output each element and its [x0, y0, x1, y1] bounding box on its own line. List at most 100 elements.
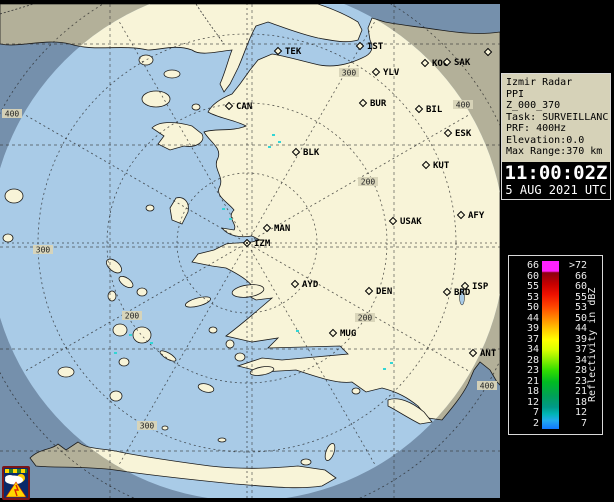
colorbar-left-labels: 66 60 55 53 50 44 39 37 34 28 23 21 18 12 7 2 — [513, 260, 539, 429]
ring-label: 400 — [453, 100, 473, 110]
city-marker-tek: TEK — [273, 46, 302, 57]
colorbar-row-left: 12 — [526, 396, 539, 408]
city-marker-den: DEN — [364, 286, 392, 297]
colorbar-row-right: 7 — [580, 417, 587, 429]
info-line: PPI — [506, 88, 525, 100]
ring-label: 200 — [122, 311, 142, 321]
svg-text:200: 200 — [361, 178, 376, 187]
echo-speck — [222, 208, 225, 210]
city-label: USAK — [400, 217, 422, 227]
city-marker-sak: SAK — [442, 57, 471, 68]
ring-label: 300 — [33, 245, 53, 255]
radar-echoes — [114, 134, 393, 370]
city-marker-ylv: YLV — [371, 67, 400, 78]
colorbar-row-right: 50 — [574, 312, 587, 324]
city-label: IST — [367, 42, 384, 52]
top-strip — [0, 0, 500, 4]
svg-text:300: 300 — [342, 69, 357, 78]
city-marker-ist: IST — [355, 41, 384, 52]
radar-map: 400 300 300 400 200 200 400 200 300 TEK IST KOC SAK… — [0, 0, 500, 502]
ring-label: 400 — [2, 109, 22, 119]
echo-speck — [268, 146, 271, 148]
city-label: SAK — [454, 58, 471, 68]
colorbar-row-right: 34 — [574, 354, 587, 366]
city-marker-ant: ANT — [468, 348, 497, 359]
colorbar-row-left: 37 — [526, 333, 539, 345]
ring-label: 200 — [355, 313, 375, 323]
bottom-strip — [0, 498, 500, 502]
colorbar-row-right: 55 — [574, 291, 587, 303]
city-label: CAN — [236, 102, 252, 112]
city-label: ANT — [480, 349, 497, 359]
country-borders — [0, 4, 225, 45]
azimuth-spokes — [0, 4, 500, 498]
radar-info-lines: Izmir Radar PPI Z_000_370 Task: SURVEILLANC… — [502, 74, 610, 162]
radar-range-circle — [0, 4, 500, 498]
colorbar-row-left: 55 — [526, 281, 539, 292]
svg-text:400: 400 — [480, 382, 495, 391]
info-line: Elevation:0.0 — [506, 134, 585, 146]
city-marker-blk: BLK — [291, 147, 320, 158]
colorbar-row-right: 66 — [574, 270, 587, 282]
echo-speck — [229, 218, 232, 220]
colorbar-axis-label: Reflectivity in dBZ — [587, 287, 598, 403]
ring-label: 400 — [477, 381, 497, 391]
city-label: KOC — [432, 59, 448, 69]
city-marker — [483, 47, 493, 57]
city-label: KUT — [433, 161, 450, 171]
svg-text:200: 200 — [125, 312, 140, 321]
city-marker-bur: BUR — [358, 98, 387, 109]
time-block: 11:00:02Z 5 AUG 2021 UTC — [502, 161, 610, 199]
colorbar-row-right: 60 — [574, 281, 587, 292]
colorbar-row-right: 12 — [574, 407, 587, 418]
colorbar-row-right: 18 — [574, 396, 587, 408]
city-marker-can: CAN — [224, 101, 252, 112]
city-marker-mug: MUG — [328, 328, 356, 339]
svg-text:200: 200 — [358, 314, 373, 323]
colorbar-row-left: 21 — [526, 375, 539, 387]
ring-distance-labels: 400 300 300 400 200 200 400 200 300 — [2, 68, 497, 431]
city-label: DEN — [376, 287, 392, 297]
svg-text:400: 400 — [456, 101, 471, 110]
city-label: BLK — [303, 148, 320, 158]
city-marker-afy: AFY — [456, 210, 485, 221]
city-label: AFY — [468, 211, 485, 221]
echo-speck — [129, 334, 132, 336]
colorbar-row-right: >72 — [568, 260, 587, 271]
colorbar-row-left: 66 — [526, 260, 539, 271]
colorbar-row-left: 50 — [526, 302, 539, 313]
info-line: PRF: 400Hz — [506, 123, 567, 134]
colorbar-row-left: 18 — [526, 386, 539, 397]
city-marker-esk: ESK — [443, 128, 472, 139]
colorbar-row-left: 2 — [532, 417, 539, 429]
city-label: MUG — [340, 329, 356, 339]
scan-date: 5 AUG 2021 UTC — [505, 182, 607, 197]
colorbar-row-left: 60 — [526, 270, 539, 282]
city-marker-isp: ISP — [460, 281, 489, 292]
city-label: BUR — [370, 99, 387, 109]
echo-speck — [296, 330, 299, 332]
city-marker-usak: USAK — [388, 216, 422, 227]
colorbar-row-right: 44 — [574, 323, 587, 334]
colorbar-row-right: 28 — [574, 365, 587, 376]
met-service-logo-icon — [2, 466, 30, 500]
ring-label: 300 — [137, 421, 157, 431]
city-label: BRD — [454, 288, 471, 298]
colorbar-row-right: 37 — [574, 344, 587, 355]
city-label: MAN — [274, 224, 290, 234]
colorbar-row-right: 23 — [574, 375, 587, 387]
radar-map-area: 400 300 300 400 200 200 400 200 300 TEK IST KOC SAK… — [0, 0, 500, 502]
svg-text:300: 300 — [36, 246, 51, 255]
reflectivity-legend: 66 60 55 53 50 44 39 37 34 28 23 21 18 12 7 2 >72 66 60 55… — [508, 255, 603, 435]
echo-speck — [114, 352, 117, 354]
city-markers: TEK IST KOC SAK YLV CAN BUR BIL ESK BLK KUT MAN USAK… — [224, 41, 497, 359]
svg-text:400: 400 — [5, 110, 20, 119]
colorbar-gradient — [542, 261, 559, 429]
city-marker-man: MAN — [262, 223, 290, 234]
colorbar-row-left: 34 — [526, 344, 539, 355]
echo-speck — [278, 141, 281, 143]
lake — [459, 288, 465, 306]
city-label: ESK — [455, 129, 472, 139]
city-label: ISP — [472, 282, 489, 292]
colorbar-row-left: 53 — [526, 291, 539, 303]
